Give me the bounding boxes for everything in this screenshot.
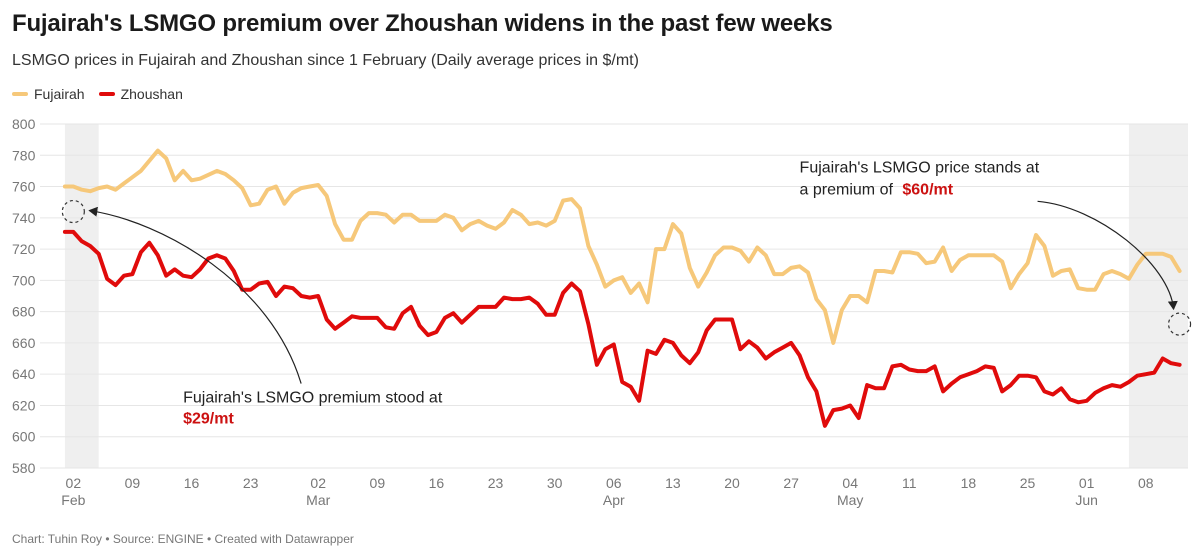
annotation-left-text: Fujairah's LSMGO premium stood at (183, 390, 443, 407)
x-tick-3: 23 (243, 475, 259, 491)
x-tick-2: 16 (184, 475, 200, 491)
x-tick-1: 09 (125, 475, 141, 491)
annotation-left-circle (61, 199, 85, 224)
y-tick-600: 600 (12, 429, 36, 445)
annotation-left-value: $29/mt (183, 411, 234, 428)
legend-swatch-zhoushan (98, 92, 115, 96)
annotation-right: Fujairah's LSMGO price stands at a premi… (800, 159, 1192, 336)
y-tick-700: 700 (12, 272, 36, 288)
x-tick-13: 04 (842, 475, 858, 491)
y-tick-640: 640 (12, 366, 36, 382)
chart-footer: Chart: Tuhin Roy • Source: ENGINE • Crea… (12, 532, 354, 546)
x-tick-month-apr: Apr (603, 492, 625, 508)
gridlines (40, 123, 1188, 469)
x-tick-14: 11 (902, 475, 917, 491)
series (62, 148, 1182, 428)
shaded-region-0 (64, 124, 99, 468)
x-tick-5: 09 (370, 475, 386, 491)
annotation-right-text: Fujairah's LSMGO price stands at (800, 159, 1040, 176)
x-tick-7: 23 (488, 475, 504, 491)
y-tick-760: 760 (12, 179, 36, 195)
legend-item-fujairah: Fujairah (12, 86, 85, 102)
x-tick-10: 13 (665, 475, 681, 491)
x-tick-9: 06 (606, 475, 622, 491)
y-tick-620: 620 (12, 397, 36, 413)
legend-label-zhoushan: Zhoushan (120, 86, 183, 102)
x-tick-6: 16 (429, 475, 445, 491)
legend-label-fujairah: Fujairah (34, 86, 85, 102)
x-tick-12: 27 (783, 475, 799, 491)
annotation-right-circle (1167, 312, 1192, 336)
y-axis: 580 600 620 640 660 680 700 720 740 760 780 800 (12, 116, 36, 476)
annotation-right-arrow (1037, 200, 1178, 311)
x-tick-4: 02 (310, 475, 326, 491)
y-tick-660: 660 (12, 335, 36, 351)
chart-subtitle: LSMGO prices in Fujairah and Zhoushan si… (12, 52, 639, 69)
x-tick-18: 08 (1138, 475, 1154, 491)
x-tick-month-mar: Mar (306, 492, 330, 508)
y-tick-800: 800 (12, 116, 36, 132)
x-tick-month-may: May (837, 492, 863, 508)
shaded-regions (64, 124, 1188, 468)
x-tick-11: 20 (724, 475, 740, 491)
annotation-right-prefix: a premium of (800, 181, 894, 198)
legend-swatch-fujairah (12, 92, 28, 96)
x-tick-16: 25 (1020, 475, 1036, 491)
x-tick-month-jun: Jun (1075, 492, 1098, 508)
x-tick-8: 30 (547, 475, 563, 491)
annotation-left: Fujairah's LSMGO premium stood at $29/mt (61, 199, 443, 428)
annotation-right-value: $60/mt (902, 181, 953, 198)
y-tick-740: 740 (12, 210, 36, 226)
chart-title: Fujairah's LSMGO premium over Zhoushan w… (12, 10, 833, 37)
legend-item-zhoushan: Zhoushan (98, 86, 183, 102)
x-tick-0: 02 (66, 475, 82, 491)
y-tick-580: 580 (12, 460, 36, 476)
y-tick-780: 780 (12, 147, 36, 163)
x-tick-month-feb: Feb (61, 492, 85, 508)
legend: Fujairah Zhoushan (12, 86, 197, 102)
shaded-region-1 (1128, 124, 1188, 468)
y-tick-680: 680 (12, 304, 36, 320)
x-tick-17: 01 (1079, 475, 1095, 491)
series-line-zhoushan (62, 229, 1182, 428)
annotation-left-arrow (88, 206, 302, 384)
x-tick-15: 18 (961, 475, 977, 491)
y-tick-720: 720 (12, 241, 36, 257)
annotation-right-text-2: a premium of $60/mt (800, 181, 954, 198)
series-line-fujairah (62, 148, 1182, 345)
